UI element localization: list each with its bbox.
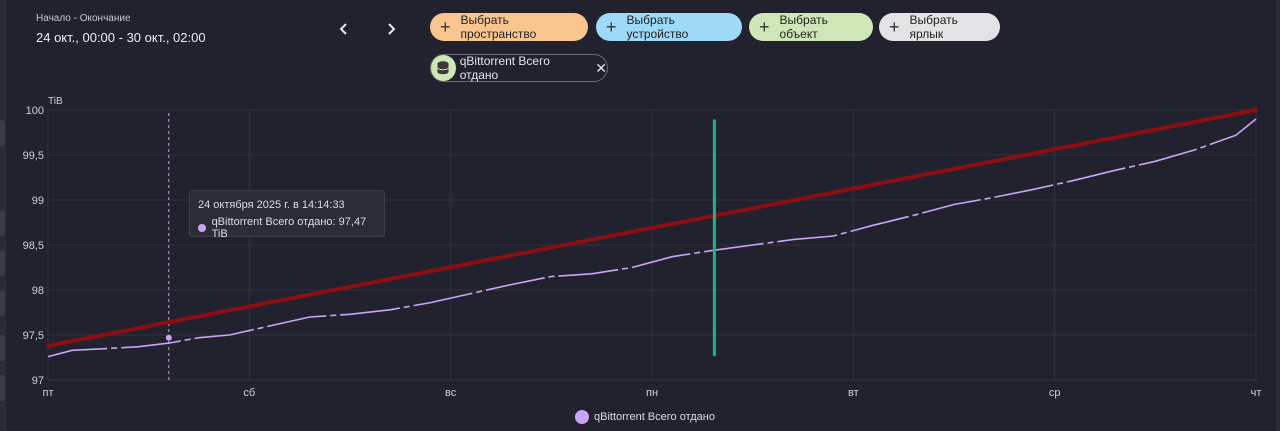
select-tag-label: Выбрать ярлык — [909, 13, 958, 41]
remove-series-icon[interactable]: ✕ — [595, 59, 607, 76]
trend-line — [46, 108, 1258, 348]
time-range-picker[interactable]: Начало - Окончание 24 окт., 00:00 - 30 о… — [36, 13, 206, 45]
select-object-label: Выбрать объект — [779, 13, 828, 41]
x-tick-label: вс — [445, 387, 457, 399]
time-range-label: Начало - Окончание — [36, 13, 131, 24]
x-tick-label: вт — [848, 387, 859, 399]
left-rail — [0, 0, 6, 431]
plus-icon: + — [889, 17, 900, 37]
x-tick-label: пт — [43, 387, 54, 399]
chart-legend[interactable]: qBittorrent Всего отдано — [575, 410, 715, 424]
select-space-label: Выбрать пространство — [460, 13, 537, 41]
select-tag-button[interactable]: + Выбрать ярлык — [879, 13, 1000, 41]
right-rail — [1276, 0, 1280, 431]
plus-icon: + — [440, 17, 451, 37]
x-tick-label: ср — [1049, 387, 1061, 399]
y-tick-label: 98,5 — [23, 240, 44, 252]
y-tick-label: 98 — [32, 285, 44, 297]
legend-dot — [575, 410, 589, 424]
rail-item[interactable] — [0, 210, 5, 236]
chevron-right-icon — [388, 23, 396, 35]
select-device-label: Выбрать устройство — [626, 13, 689, 41]
x-tick-label: чт — [1251, 387, 1262, 399]
previous-range-button[interactable] — [331, 16, 357, 42]
plus-icon: + — [606, 17, 617, 37]
hover-point — [165, 334, 172, 341]
tooltip-series-dot — [198, 224, 206, 232]
rail-item[interactable] — [0, 375, 5, 401]
rail-item[interactable] — [0, 335, 5, 361]
y-tick-label: 97,5 — [23, 330, 44, 342]
y-tick-label: 99 — [32, 195, 44, 207]
chart-grid — [47, 109, 1257, 381]
plus-icon: + — [759, 17, 770, 37]
selected-series-label: qBittorrent Всего отдано — [459, 54, 550, 82]
next-range-button[interactable] — [378, 16, 404, 42]
legend-label: qBittorrent Всего отдано — [594, 411, 715, 423]
x-tick-label: сб — [243, 387, 255, 399]
y-tick-label: 99,5 — [23, 150, 44, 162]
rail-item[interactable] — [0, 290, 5, 316]
rail-item[interactable] — [0, 250, 5, 276]
chevron-left-icon — [339, 23, 347, 35]
select-space-button[interactable]: + Выбрать пространство — [430, 13, 588, 41]
selected-series-chip[interactable]: qBittorrent Всего отдано ✕ — [430, 54, 608, 82]
tooltip-timestamp: 24 октября 2025 г. в 14:14:33 — [198, 199, 345, 211]
time-range-value[interactable]: 24 окт., 00:00 - 30 окт., 02:00 — [36, 30, 206, 45]
y-axis-ticks: 97 97,5 98 98,5 99 99,5 100 — [23, 105, 44, 387]
x-axis-ticks: пт сб вс пн вт ср чт — [43, 387, 1262, 399]
rail-item[interactable] — [0, 120, 5, 146]
y-tick-label: 100 — [26, 105, 44, 117]
y-axis-label: TiB — [48, 96, 63, 107]
tooltip-value: qBittorrent Всего отдано: 97,47 TiB — [211, 216, 367, 240]
series-line-qbittorrent — [47, 118, 1257, 358]
select-object-button[interactable]: + Выбрать объект — [749, 13, 873, 41]
x-tick-label: пн — [646, 387, 658, 399]
database-icon — [431, 55, 456, 81]
y-tick-label: 97 — [32, 375, 44, 387]
chart-tooltip: 24 октября 2025 г. в 14:14:33 qBittorren… — [189, 190, 385, 240]
select-device-button[interactable]: + Выбрать устройство — [596, 13, 742, 41]
